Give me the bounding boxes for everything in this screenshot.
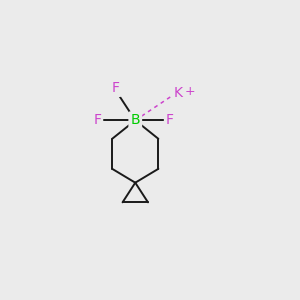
Text: K: K (173, 85, 182, 100)
Text: F: F (112, 81, 120, 95)
Text: F: F (93, 113, 101, 127)
Text: +: + (184, 85, 195, 98)
Text: B: B (130, 113, 140, 127)
Text: F: F (166, 113, 174, 127)
